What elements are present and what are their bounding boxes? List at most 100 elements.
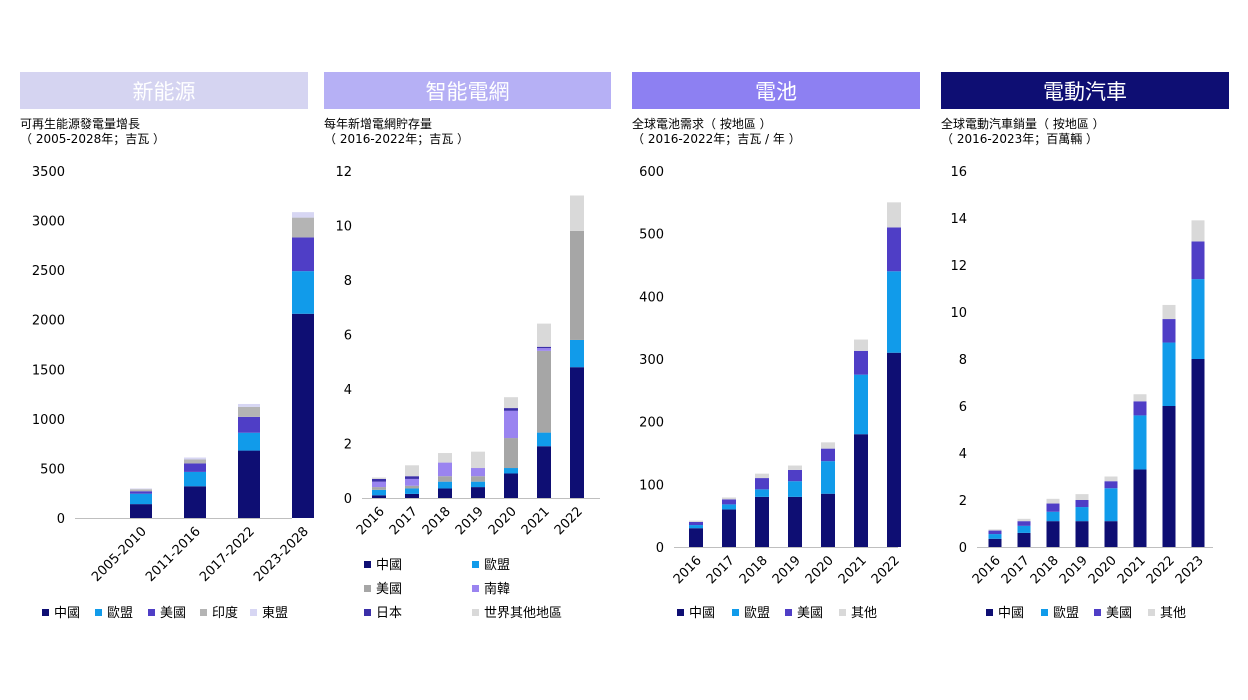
panel-smart-grid: 智能電網 每年新增電網貯存量 （ 2016-2022年；吉瓦 ） 0 2 4 6 8 10… [324,72,611,662]
y-tick-label: 1000 [32,413,65,428]
bar-segment [130,504,152,518]
legend-swatch [250,609,257,616]
bar-segment [292,313,314,518]
x-tick-label: 2020 [803,553,837,587]
bar-segment [504,438,518,469]
legend-label: 南韓 [484,581,510,597]
bar-segment [504,408,518,411]
bar-segment [1046,521,1060,547]
legend-label: 美國 [1106,606,1132,621]
bar-segment [537,432,551,447]
legend-swatch [677,609,684,616]
bar-segment [689,520,703,522]
legend-label: 中國 [998,606,1024,621]
bar-segment [788,496,802,547]
banner-battery: 電池 [632,72,920,109]
y-tick-label: 10 [335,220,352,235]
bar-segment [722,509,736,547]
legend-label: 歐盟 [744,606,770,621]
x-tick-label: 2021 [836,553,870,587]
legend-swatch [472,609,479,616]
bar-segment [238,416,260,433]
bar-segment [1017,521,1031,526]
panel-renewables: 新能源 可再生能源發電量增長 （ 2005-2028年；吉瓦 ） 0 500 100… [20,72,314,662]
legend-swatch [839,609,846,616]
chart-battery: 0100200300400500600201620172018201920202… [639,165,903,621]
subtitle-line-2: （ 2016-2022年；吉瓦 / 年 ） [632,132,801,146]
subtitle-line-1: 全球電動汽車銷量（ 按地區 ） [941,117,1105,131]
bar-segment [1017,532,1031,547]
bar-segment [689,521,703,526]
bar-segment [504,410,518,439]
bar-segment [988,529,1002,531]
bar-segment [821,442,835,449]
x-tick-label: 2017-2022 [197,524,258,585]
x-tick-label: 2023-2028 [251,524,312,585]
bar-segment [471,487,485,498]
bar-segment [887,227,901,272]
y-tick-label: 200 [639,416,664,431]
legend-swatch [785,609,792,616]
bar-segment [1191,279,1205,359]
x-tick-label: 2021 [519,504,553,538]
x-tick-label: 2019 [453,504,487,538]
x-tick-label: 2018 [737,553,771,587]
x-tick-label: 2016 [970,553,1004,587]
y-tick-label: 12 [950,259,967,274]
subtitle-renewables: 可再生能源發電量增長 （ 2005-2028年；吉瓦 ） [20,117,165,147]
x-tick-label: 2020 [486,504,520,538]
bar-segment [504,468,518,474]
bar-segment [722,497,736,500]
y-tick-label: 12 [335,165,352,180]
bar-segment [292,271,314,314]
x-tick-label: 2019 [770,553,804,587]
legend-swatch [1148,609,1155,616]
bar-segment [722,504,736,510]
bar-segment [372,495,386,498]
x-tick-label: 2022 [1144,553,1178,587]
bar-segment [438,476,452,482]
bar-segment [292,237,314,272]
x-tick-label: 2020 [1086,553,1120,587]
legend-label: 其他 [851,606,877,621]
bar-segment [537,446,551,498]
bar-segment [238,403,260,407]
bar-segment [1017,525,1031,533]
bar-segment [184,457,206,460]
x-tick-label: 2017 [704,553,738,587]
bar-segment [570,195,584,231]
y-tick-label: 4 [959,447,967,462]
y-tick-label: 0 [656,541,664,556]
bar-segment [372,481,386,488]
chart-renewables: 05001000150020002500300035002005-2010201… [32,165,314,621]
bar-segment [405,476,419,479]
legend-label: 美國 [160,606,186,621]
x-tick-label: 2018 [420,504,454,538]
y-tick-label: 10 [950,306,967,321]
x-tick-label: 2017 [999,553,1033,587]
bar-segment [130,488,152,490]
subtitle-line-1: 全球電池需求（ 按地區 ） [632,117,772,131]
y-tick-label: 2 [344,438,352,453]
bar-segment [372,487,386,490]
y-tick-label: 1500 [32,363,65,378]
bar-segment [438,453,452,463]
legend-label: 歐盟 [1053,606,1079,621]
legend-swatch [200,609,207,616]
bar-segment [184,486,206,518]
bar-segment [471,476,485,482]
subtitle-battery: 全球電池需求（ 按地區 ） （ 2016-2022年；吉瓦 / 年 ） [632,117,801,147]
legend-swatch [364,561,371,568]
x-tick-label: 2005-2010 [89,524,150,585]
bar-segment [1046,498,1060,504]
bar-segment [854,434,868,547]
bar-segment [372,477,386,479]
bar-segment [405,493,419,498]
bar-segment [130,493,152,505]
bar-segment [1075,500,1089,508]
bar-segment [1162,319,1176,343]
subtitle-line-2: （ 2005-2028年；吉瓦 ） [20,132,166,146]
y-tick-label: 500 [639,228,664,243]
bar-segment [821,493,835,547]
bar-segment [184,459,206,464]
